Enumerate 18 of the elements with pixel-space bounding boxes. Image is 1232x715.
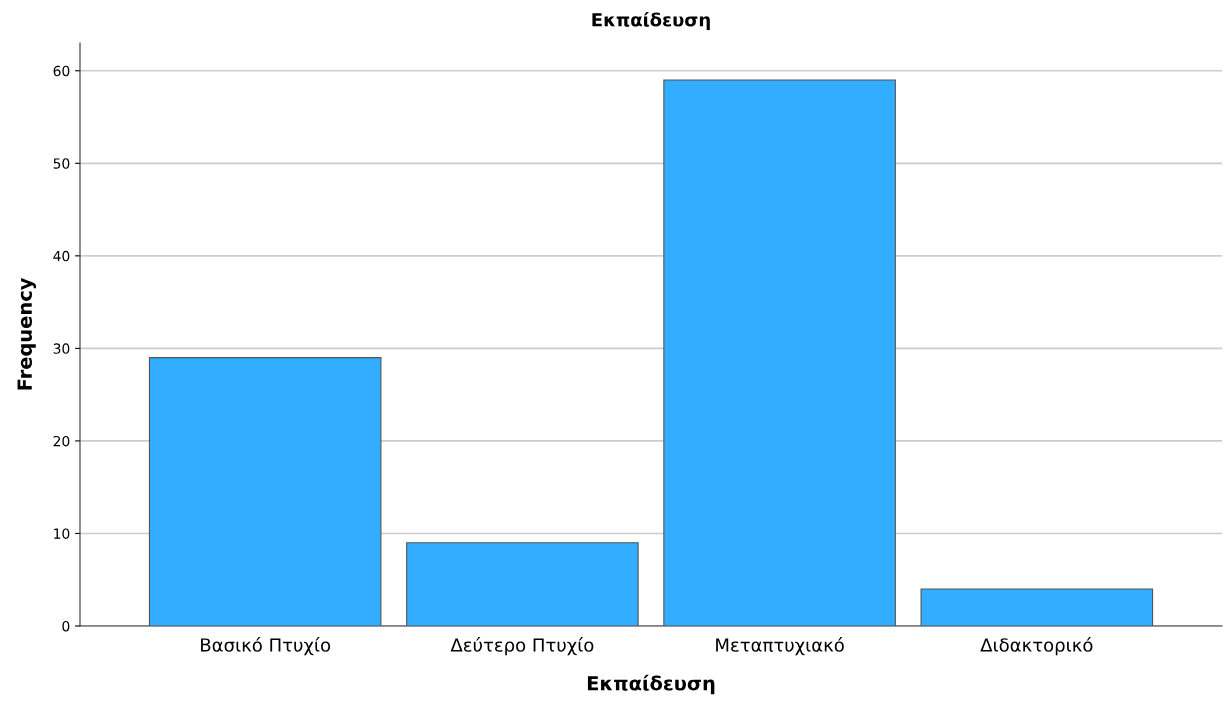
y-tick-label: 0 (62, 620, 70, 632)
y-axis-title: Frequency (17, 277, 36, 390)
bar (663, 79, 896, 626)
x-tick-label: Μεταπτυχιακό (716, 637, 844, 656)
y-tick-label: 30 (53, 343, 70, 354)
x-tick-label: Βασικό Πτυχίο (201, 637, 331, 656)
y-tick-label: 40 (53, 250, 70, 262)
x-tick-label: Διδακτορικό (980, 637, 1093, 656)
bar (920, 588, 1154, 626)
bar (406, 542, 639, 626)
y-tick-label: 20 (53, 435, 70, 447)
y-tick-label: 10 (54, 528, 70, 539)
y-tick-label: 60 (53, 65, 70, 77)
y-tick-label: 50 (53, 158, 70, 169)
bar (148, 357, 382, 626)
x-axis-title: Εκπαίδευση (587, 674, 715, 695)
x-tick-label: Δεύτερο Πτυχίο (450, 637, 594, 656)
chart-title: Εκπαίδευση (592, 11, 710, 31)
